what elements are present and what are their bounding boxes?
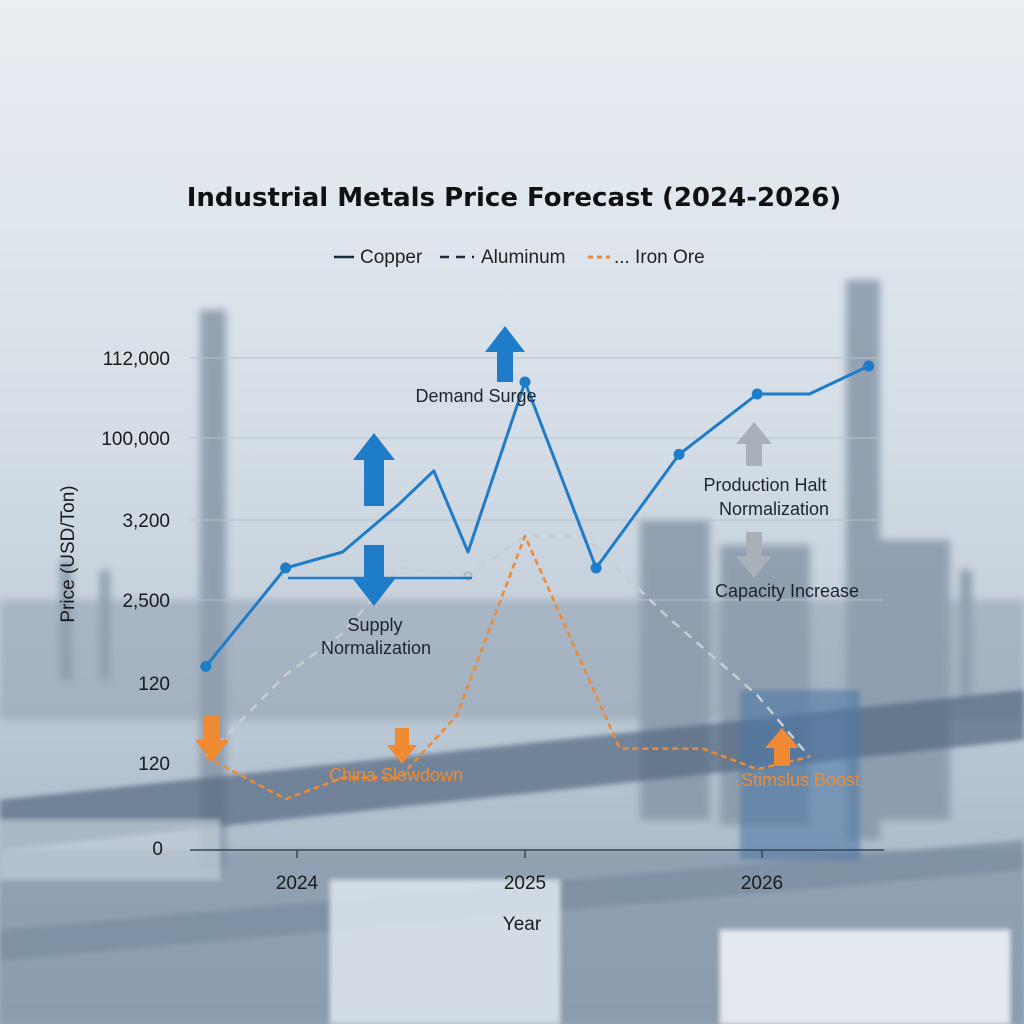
legend-label-iron-ore: Iron Ore [635, 247, 705, 268]
y-tick-label: 120 [138, 674, 170, 695]
x-axis-ticks: 2024 2025 2026 [276, 873, 783, 894]
capacity-down-arrow-icon [736, 532, 772, 578]
stimulus-boost-up-arrow-icon [765, 728, 799, 766]
y-tick-label: 120 [138, 754, 170, 775]
y-tick-label: 100,000 [101, 429, 170, 450]
series-line-aluminum [204, 534, 811, 758]
supply-down-arrow-icon [353, 545, 395, 606]
gridlines [190, 357, 882, 601]
legend-label-copper: Copper [360, 247, 423, 268]
data-point-copper [200, 660, 212, 672]
legend-label-aluminum: Aluminum [481, 247, 565, 268]
annotation-stimulus-boost: .Stimslus Boost [736, 770, 860, 790]
y-axis-label: Price (USD/Ton) [58, 485, 79, 622]
x-tick-label: 2026 [741, 873, 783, 894]
chart-title: Industrial Metals Price Forecast (2024-2… [187, 183, 841, 213]
legend-ellipsis: ... [614, 247, 630, 268]
series-copper [200, 360, 875, 672]
x-axis-label: Year [503, 914, 542, 935]
y-tick-label: 2,500 [122, 591, 170, 612]
data-point-copper [590, 562, 602, 574]
series-line-iron-ore [205, 534, 810, 801]
annotation-production-halt: Production Halt [703, 475, 826, 495]
data-point-copper [519, 376, 531, 388]
china-slowdown-small-down-arrow-icon [387, 728, 417, 764]
x-tick-label: 2025 [504, 873, 546, 894]
data-point-copper [673, 448, 685, 460]
annotation-production-normalization: Normalization [719, 499, 829, 519]
data-point-copper [863, 360, 875, 372]
copper-up-arrow-icon [353, 433, 395, 506]
y-tick-label: 3,200 [122, 511, 170, 532]
annotation-demand-surge: Demand Surge [415, 386, 536, 406]
series-aluminum [204, 534, 811, 758]
data-point-copper [280, 562, 292, 574]
y-tick-label: 0 [152, 839, 163, 860]
x-tick-label: 2024 [276, 873, 319, 894]
y-axis-ticks: 112,000 100,000 3,200 2,500 120 120 0 [101, 349, 170, 860]
legend: Copper Aluminum ... Iron Ore [334, 247, 705, 268]
production-halt-up-arrow-icon [736, 422, 772, 466]
demand-surge-up-arrow-icon [485, 326, 525, 382]
china-slowdown-down-arrow-icon [195, 716, 229, 762]
y-tick-label: 112,000 [103, 349, 170, 370]
series-iron-ore [205, 534, 810, 801]
data-point-copper [751, 388, 763, 400]
annotation-china-slowdown: China Slowdown [329, 765, 463, 785]
annotation-supply: Supply [347, 615, 402, 635]
annotation-supply-normalization: Normalization [321, 638, 431, 658]
series-line-copper [204, 364, 870, 668]
annotation-capacity-increase: Capacity Increase [715, 581, 859, 601]
